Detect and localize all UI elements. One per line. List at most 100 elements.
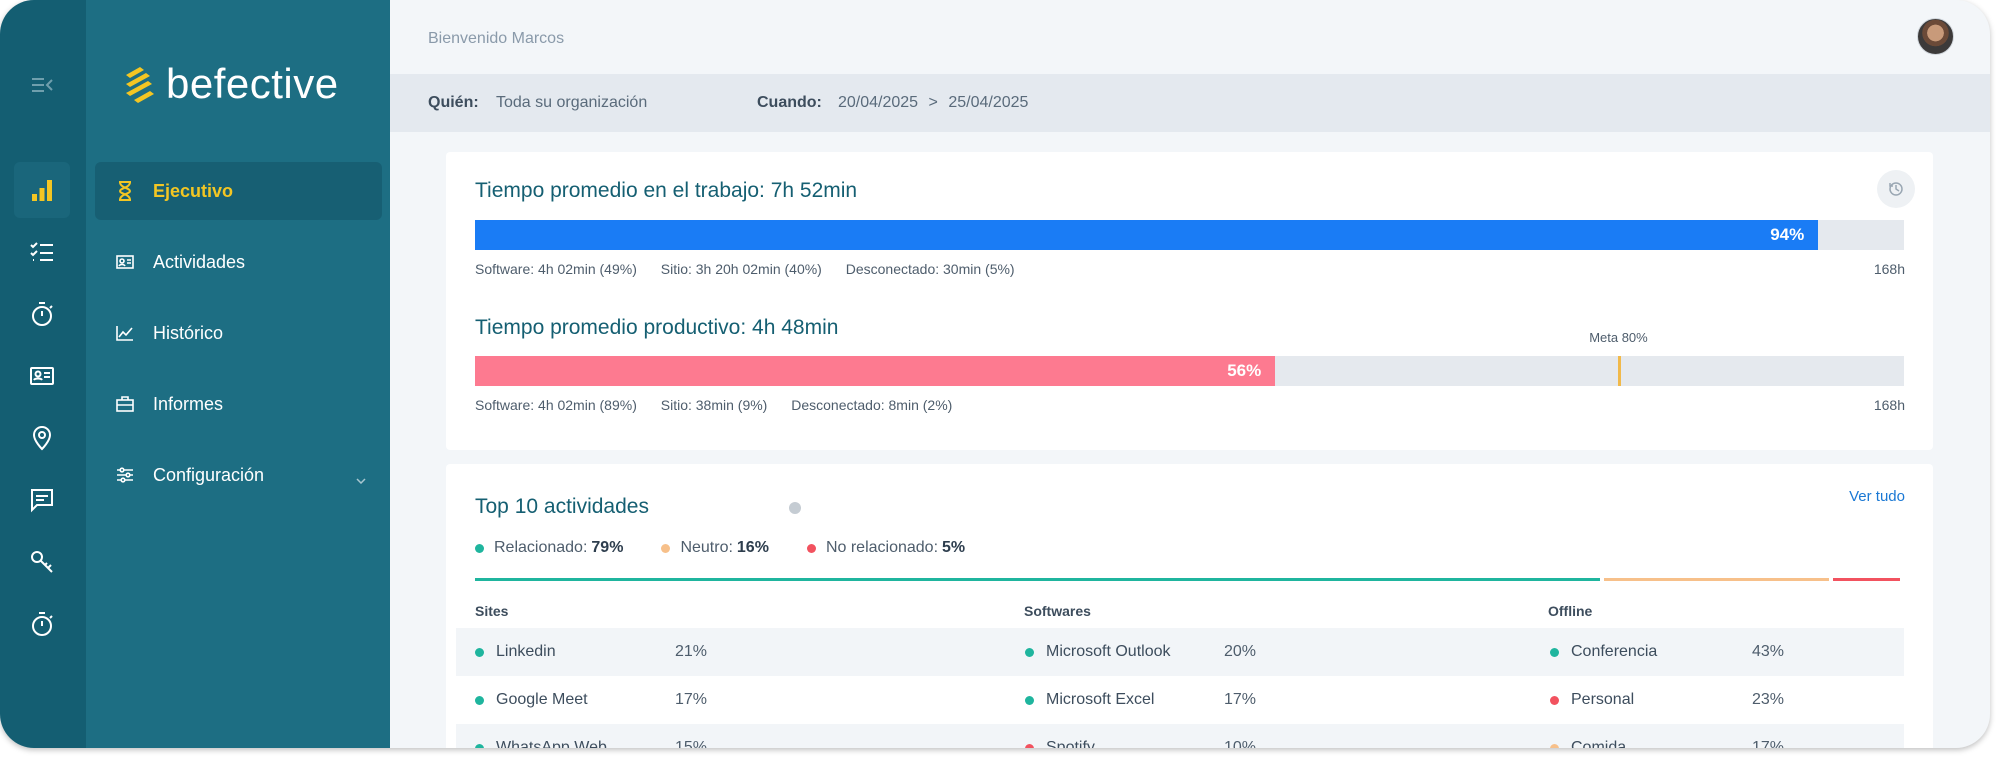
category-dot	[1550, 647, 1559, 657]
category-dot	[1025, 743, 1034, 748]
brand-name: befective	[166, 60, 339, 107]
timer-icon[interactable]	[14, 596, 70, 652]
date-range-picker[interactable]: 20/04/2025 > 25/04/2025	[838, 94, 1028, 112]
sidebar-item-informes[interactable]: Informes	[95, 375, 382, 433]
time-summary-card: Tiempo promedio en el trabajo: 7h 52min …	[446, 152, 1933, 450]
chat-icon[interactable]	[14, 472, 70, 528]
befective-logo-icon	[126, 67, 154, 103]
sidebar-item-label: Informes	[153, 393, 224, 414]
activity-name: Microsoft Outlook	[1046, 643, 1171, 660]
sites-activity-name: WhatsApp Web	[475, 724, 607, 748]
avatar[interactable]	[1917, 18, 1954, 55]
table-row: Linkedin 21% Microsoft Outlook 20% Conferenc…	[456, 628, 1904, 676]
category-dot	[1025, 695, 1034, 705]
softwares-activity-percent: 20%	[1224, 643, 1257, 660]
sidebar-item-actividades[interactable]: Actividades	[95, 233, 382, 291]
sidebar-item-label: Histórico	[153, 322, 224, 343]
activity-name: Conferencia	[1571, 643, 1658, 660]
key-icon[interactable]	[14, 534, 70, 590]
location-pin-icon[interactable]	[14, 410, 70, 466]
chevron-down-icon	[356, 468, 366, 489]
work-time-percent: 94%	[1770, 225, 1805, 244]
category-dot	[1550, 695, 1559, 705]
productive-time-percent: 56%	[1227, 361, 1262, 380]
work-time-max: 168h	[1873, 261, 1905, 277]
offline-activity-percent: 23%	[1752, 691, 1785, 708]
column-header-offline: Offline	[1548, 603, 1593, 619]
softwares-activity-percent: 10%	[1224, 739, 1257, 748]
who-filter[interactable]: Toda su organización	[496, 94, 648, 111]
work-time-title: Tiempo promedio en el trabajo: 7h 52min	[475, 179, 858, 202]
productive-time-max: 168h	[1873, 397, 1905, 413]
softwares-activity-name: Spotify	[1025, 724, 1095, 748]
who-label: Quién:	[428, 94, 479, 111]
category-legend: Relacionado: 79% Neutro: 16% No relacion…	[475, 539, 965, 557]
category-dot	[1025, 647, 1034, 657]
table-row: Google Meet 17% Microsoft Excel 17% Personal…	[456, 676, 1904, 724]
column-header-softwares: Softwares	[1024, 603, 1091, 619]
sidebar-item-configuracion[interactable]: Configuración	[95, 446, 382, 504]
top-activities-title: Top 10 actividades	[475, 495, 649, 518]
productive-time-title: Tiempo promedio productivo: 4h 48min	[475, 316, 839, 339]
legend-label: Neutro:	[680, 539, 733, 556]
date-to: 25/04/2025	[948, 94, 1029, 111]
id-card-icon	[115, 252, 135, 272]
id-card-icon[interactable]	[14, 348, 70, 404]
work-time-breakdown: Software: 4h 02min (49%) Sitio: 3h 20h 0…	[475, 261, 1035, 277]
category-dot	[475, 743, 484, 748]
info-icon[interactable]	[789, 502, 801, 514]
softwares-activity-percent: 17%	[1224, 691, 1257, 708]
sites-activity-name: Google Meet	[475, 676, 588, 724]
sites-activity-percent: 21%	[675, 643, 708, 660]
work-breakdown-software: Software: 4h 02min (49%)	[475, 261, 637, 277]
column-header-sites: Sites	[475, 603, 509, 619]
checklist-icon[interactable]	[14, 224, 70, 280]
activity-name: Spotify	[1046, 739, 1095, 748]
productive-breakdown-software: Software: 4h 02min (89%)	[475, 397, 637, 413]
activity-name: Linkedin	[496, 643, 556, 660]
stopwatch-icon[interactable]	[14, 286, 70, 342]
briefcase-icon	[115, 394, 135, 414]
offline-activity-name: Comida	[1550, 724, 1626, 748]
legend-value: 79%	[591, 539, 624, 556]
productive-time-bar-fill: 56%	[475, 356, 1276, 386]
category-dot	[475, 647, 484, 657]
see-all-link[interactable]: Ver tudo	[1849, 488, 1905, 505]
split-segment	[1833, 578, 1900, 581]
productive-breakdown-offline: Desconectado: 8min (2%)	[791, 397, 953, 413]
activity-name: Comida	[1571, 739, 1627, 748]
activity-name: Microsoft Excel	[1046, 691, 1155, 708]
brand-logo[interactable]: befective	[122, 60, 339, 108]
sites-activity-name: Linkedin	[475, 628, 556, 676]
work-breakdown-offline: Desconectado: 30min (5%)	[845, 261, 1015, 277]
work-time-bar: 94%	[475, 220, 1904, 250]
date-separator: >	[928, 94, 938, 111]
filter-bar: Quién: Toda su organización Cuando: 20/0…	[390, 74, 1990, 132]
sidebar-item-label: Actividades	[153, 251, 246, 272]
split-segment	[475, 578, 1600, 581]
split-segment	[1604, 578, 1829, 581]
refresh-button[interactable]	[1877, 170, 1915, 208]
date-from: 20/04/2025	[838, 94, 919, 111]
softwares-activity-name: Microsoft Outlook	[1025, 628, 1170, 676]
legend-label: No relacionado:	[825, 539, 939, 556]
legend-unrelated: No relacionado: 5%	[806, 539, 965, 557]
sidebar-item-label: Ejecutivo	[153, 180, 234, 201]
offline-activity-percent: 17%	[1752, 739, 1785, 748]
collapse-menu-icon[interactable]	[14, 57, 70, 113]
legend-value: 16%	[736, 539, 769, 556]
hourglass-icon	[115, 181, 135, 201]
legend-related: Relacionado: 79%	[475, 539, 623, 557]
when-label: Cuando:	[757, 94, 822, 111]
category-dot	[1550, 743, 1559, 748]
productive-time-breakdown: Software: 4h 02min (89%) Sitio: 38min (9…	[475, 397, 972, 413]
bar-chart-icon[interactable]	[14, 162, 70, 218]
top-activities-card: Top 10 actividades Ver tudo Relacionado:…	[446, 464, 1933, 748]
legend-neutral: Neutro: 16%	[661, 539, 769, 557]
legend-dot	[661, 543, 671, 553]
sliders-icon	[115, 465, 135, 485]
sidebar-item-historico[interactable]: Histórico	[95, 304, 382, 362]
sidebar-item-ejecutivo[interactable]: Ejecutivo	[95, 162, 382, 220]
sites-activity-percent: 17%	[675, 691, 708, 708]
